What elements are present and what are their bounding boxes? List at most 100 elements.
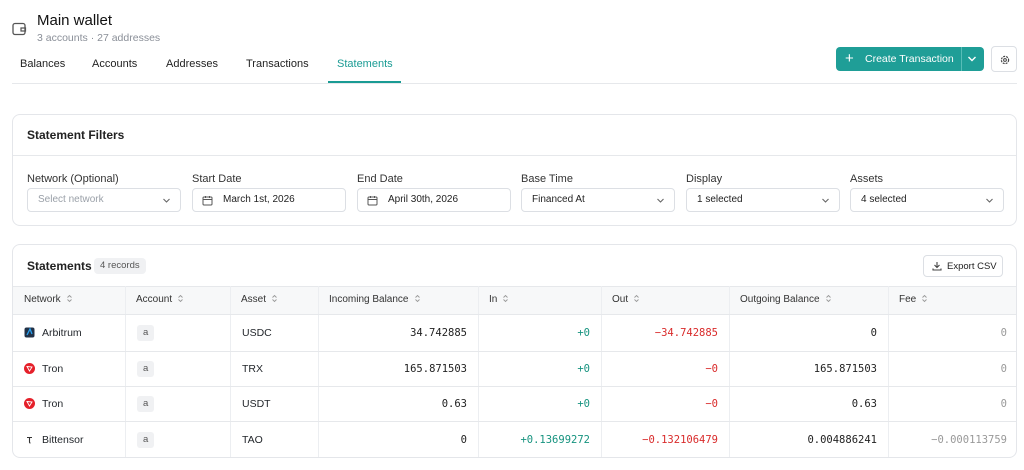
column-header-label: Outgoing Balance: [740, 294, 820, 305]
row-divider: [13, 386, 1016, 387]
column-divider: [318, 286, 319, 457]
chevron-icon: [822, 198, 829, 203]
export-csv-button[interactable]: Export CSV: [923, 255, 1003, 277]
row-divider: [13, 421, 1016, 422]
column-header[interactable]: Account: [136, 293, 185, 307]
filter-input[interactable]: March 1st, 2026: [192, 188, 346, 212]
amount-cell: 0: [1000, 397, 1007, 410]
amount-cell: 0.63: [851, 397, 877, 410]
network-name: Tron: [42, 362, 64, 375]
column-divider: [729, 286, 730, 457]
filter-label: Start Date: [192, 173, 242, 185]
chevron-icon: [657, 198, 664, 203]
statements-title: Statements: [27, 259, 92, 273]
network-name: Bittensor: [42, 434, 84, 446]
account-badge: a: [137, 432, 155, 448]
network-name: Tron: [42, 397, 64, 410]
asset-symbol: TAO: [242, 434, 263, 446]
filter-value: 4 selected: [861, 194, 907, 205]
sort-icon: [178, 294, 183, 303]
dropdown-chevron[interactable]: [967, 55, 977, 63]
filter-label: End Date: [357, 173, 403, 185]
column-header[interactable]: Asset: [241, 293, 279, 307]
amount-cell: −0.000113759: [931, 434, 1007, 446]
amount-cell: 0.63: [441, 397, 467, 410]
amount-cell: +0.13699272: [520, 434, 590, 446]
asset-symbol: USDC: [242, 326, 272, 339]
column-header-label: Fee: [899, 294, 917, 305]
column-divider: [888, 286, 889, 457]
filter-input[interactable]: April 30th, 2026: [357, 188, 511, 212]
statements-table: Network Account Asset Incoming Balance In Out…: [13, 286, 1016, 457]
filters-card: Statement Filters Network (Optional) Sele…: [12, 114, 1017, 226]
sort-icon: [503, 294, 509, 303]
sort-icon: [272, 294, 277, 303]
sort-icon: [414, 294, 420, 303]
filters-title: Statement Filters: [27, 128, 125, 142]
amount-cell: 34.742885: [410, 326, 467, 339]
wallet-subtitle: 3 accounts · 27 addresses: [37, 32, 161, 44]
network-icon: [24, 397, 35, 409]
filter-input[interactable]: 4 selected: [850, 188, 1004, 212]
column-header[interactable]: In: [489, 293, 510, 307]
tab[interactable]: Balances: [20, 58, 66, 70]
download-icon: [932, 262, 942, 271]
export-csv-label: Export CSV: [947, 261, 997, 272]
column-header[interactable]: Network: [24, 293, 74, 307]
network-icon: [27, 436, 32, 444]
asset-symbol: TRX: [242, 362, 263, 375]
amount-cell: 0: [1000, 326, 1007, 339]
filter-value: April 30th, 2026: [388, 194, 459, 205]
create-transaction-button[interactable]: + Create Transaction: [836, 47, 984, 71]
account-badge: a: [137, 324, 155, 341]
settings-button[interactable]: [991, 46, 1017, 72]
plus-icon: +: [845, 50, 854, 67]
calendar-icon: [202, 196, 213, 206]
chevron-icon: [986, 198, 993, 203]
column-header-label: Account: [136, 294, 173, 305]
column-header-label: Out: [612, 294, 629, 305]
tab[interactable]: Transactions: [246, 58, 309, 70]
amount-cell: 0: [870, 326, 877, 339]
row-divider: [13, 314, 1016, 315]
tab[interactable]: Addresses: [166, 58, 218, 70]
amount-cell: −34.742885: [654, 326, 718, 339]
sort-icon: [922, 294, 928, 303]
amount-cell: 165.871503: [403, 362, 467, 375]
filter-label: Base Time: [521, 173, 573, 185]
column-header[interactable]: Fee: [899, 293, 929, 307]
amount-cell: 165.871503: [813, 362, 877, 375]
column-header-label: Asset: [241, 294, 267, 305]
filter-value: Select network: [38, 194, 104, 205]
filter-value: 1 selected: [697, 194, 743, 205]
amount-cell: +0: [577, 362, 590, 375]
column-divider: [601, 286, 602, 457]
account-badge: a: [137, 395, 155, 412]
filter-input[interactable]: 1 selected: [686, 188, 840, 212]
sort-icon: [825, 294, 831, 303]
filter-label: Assets: [850, 173, 884, 185]
header-divider: [13, 286, 1016, 287]
column-header[interactable]: Incoming Balance: [329, 293, 422, 307]
record-count-badge: 4 records: [94, 258, 146, 274]
chevron-icon: [163, 198, 170, 203]
statements-card: Statements 4 records Export CSV Network A…: [12, 244, 1017, 458]
gear-icon: [1000, 55, 1010, 65]
calendar-icon: [367, 196, 378, 206]
network-icon: [24, 362, 35, 374]
filter-label: Network (Optional): [27, 173, 119, 185]
amount-cell: −0: [705, 362, 718, 375]
column-header[interactable]: Out: [612, 293, 641, 307]
tab[interactable]: Accounts: [92, 58, 138, 70]
tab[interactable]: Statements: [337, 58, 393, 70]
filter-input[interactable]: Select network: [27, 188, 181, 212]
column-header[interactable]: Outgoing Balance: [740, 293, 833, 307]
wallet-title: Main wallet: [37, 12, 113, 29]
filter-input[interactable]: Financed At: [521, 188, 675, 212]
column-header-label: Network: [24, 294, 61, 305]
active-tab-indicator: [328, 81, 401, 83]
filter-value: Financed At: [532, 194, 585, 205]
create-transaction-label: Create Transaction: [865, 53, 954, 65]
filters-divider: [13, 155, 1016, 156]
amount-cell: +0: [577, 397, 590, 410]
